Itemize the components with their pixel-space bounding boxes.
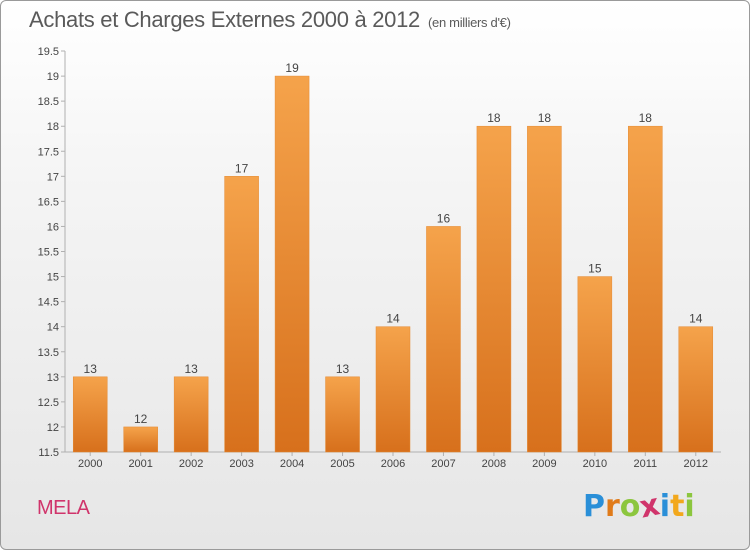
bar-2006[interactable] <box>375 326 411 453</box>
bar-2011[interactable] <box>628 125 663 453</box>
x-tick-label: 2004 <box>280 458 304 470</box>
y-axis: 11.5 12 12.5 13 13.5 14 14.5 15 15.5 16 16.5 17 17.5… <box>38 46 66 459</box>
logo-letter: i <box>659 489 671 524</box>
x-tick-label: 2007 <box>431 458 455 470</box>
bar-value-label: 18 <box>538 111 552 125</box>
bar-2005[interactable] <box>325 376 360 453</box>
y-tick-label: 18 <box>47 121 59 133</box>
x-tick-label: 2005 <box>330 458 354 470</box>
bar-value-label: 12 <box>134 412 148 426</box>
bar-value-label: 14 <box>689 312 703 326</box>
bar-2008[interactable] <box>476 125 512 453</box>
x-tick-label: 2010 <box>583 458 607 470</box>
bar-value-label: 15 <box>588 262 602 276</box>
y-tick-label: 11.5 <box>38 447 59 459</box>
x-tick-label: 2009 <box>532 458 556 470</box>
bar-2004[interactable] <box>274 75 310 453</box>
logo-letter: o <box>619 489 641 524</box>
logo-letter: r <box>605 489 620 524</box>
commune-name: MELA <box>37 497 90 519</box>
y-tick-label: 13 <box>47 372 59 384</box>
bar-value-label: 19 <box>285 61 299 75</box>
bar-2000[interactable] <box>72 376 108 453</box>
y-tick-label: 19 <box>47 71 59 83</box>
y-tick-label: 17.5 <box>38 146 59 158</box>
bars-group: 13 12 13 17 19 13 14 16 18 18 15 18 14 <box>72 61 714 453</box>
y-tick-label: 18.5 <box>38 96 59 108</box>
y-tick-label: 16 <box>47 221 59 233</box>
x-tick-label: 2002 <box>179 458 203 470</box>
bar-value-label: 17 <box>235 161 249 175</box>
y-tick-label: 17 <box>47 171 59 183</box>
bar-2012[interactable] <box>678 326 714 453</box>
bar-2001[interactable] <box>123 426 158 453</box>
bar-2010[interactable] <box>577 276 613 453</box>
logo-letter: i <box>684 489 695 524</box>
x-tick-label: 2003 <box>229 458 253 470</box>
chart-title: Achats et Charges Externes 2000 à 2012 (e… <box>29 7 511 33</box>
chart-unit: (en milliers d'€) <box>427 15 511 30</box>
y-tick-label: 14 <box>47 322 59 334</box>
y-tick-label: 19.5 <box>38 46 59 58</box>
bar-value-label: 13 <box>84 362 98 376</box>
x-tick-label: 2006 <box>381 458 405 470</box>
y-tick-label: 12 <box>47 422 59 434</box>
x-tick-label: 2001 <box>128 458 152 470</box>
chart-title-text: Achats et Charges Externes 2000 à 2012 <box>29 7 420 32</box>
x-tick-label: 2011 <box>633 458 657 470</box>
y-tick-label: 14.5 <box>38 297 59 309</box>
proxiti-logo[interactable]: Proxiti <box>583 487 695 525</box>
y-tick-label: 16.5 <box>38 196 59 208</box>
bar-value-label: 18 <box>487 111 501 125</box>
y-tick-label: 12.5 <box>38 397 59 409</box>
bar-value-label: 13 <box>336 362 350 376</box>
logo-letter: t <box>670 489 685 524</box>
bar-2002[interactable] <box>173 376 209 453</box>
y-tick-label: 15 <box>47 272 59 284</box>
x-tick-label: 2000 <box>78 458 102 470</box>
bar-value-label: 14 <box>386 312 400 326</box>
y-tick-label: 13.5 <box>38 347 59 359</box>
bar-value-label: 16 <box>437 211 451 225</box>
bar-2009[interactable] <box>527 125 562 453</box>
bar-value-label: 13 <box>184 362 198 376</box>
x-axis: 2000 2001 2002 2003 2004 2005 2006 2007 2008 2009… <box>65 451 721 470</box>
bar-2003[interactable] <box>224 176 259 453</box>
x-tick-label: 2012 <box>684 458 708 470</box>
bar-2007[interactable] <box>426 226 461 453</box>
x-tick-label: 2008 <box>482 458 506 470</box>
y-tick-label: 15.5 <box>38 247 59 259</box>
bar-value-label: 18 <box>639 111 653 125</box>
logo-letter: P <box>583 489 605 524</box>
